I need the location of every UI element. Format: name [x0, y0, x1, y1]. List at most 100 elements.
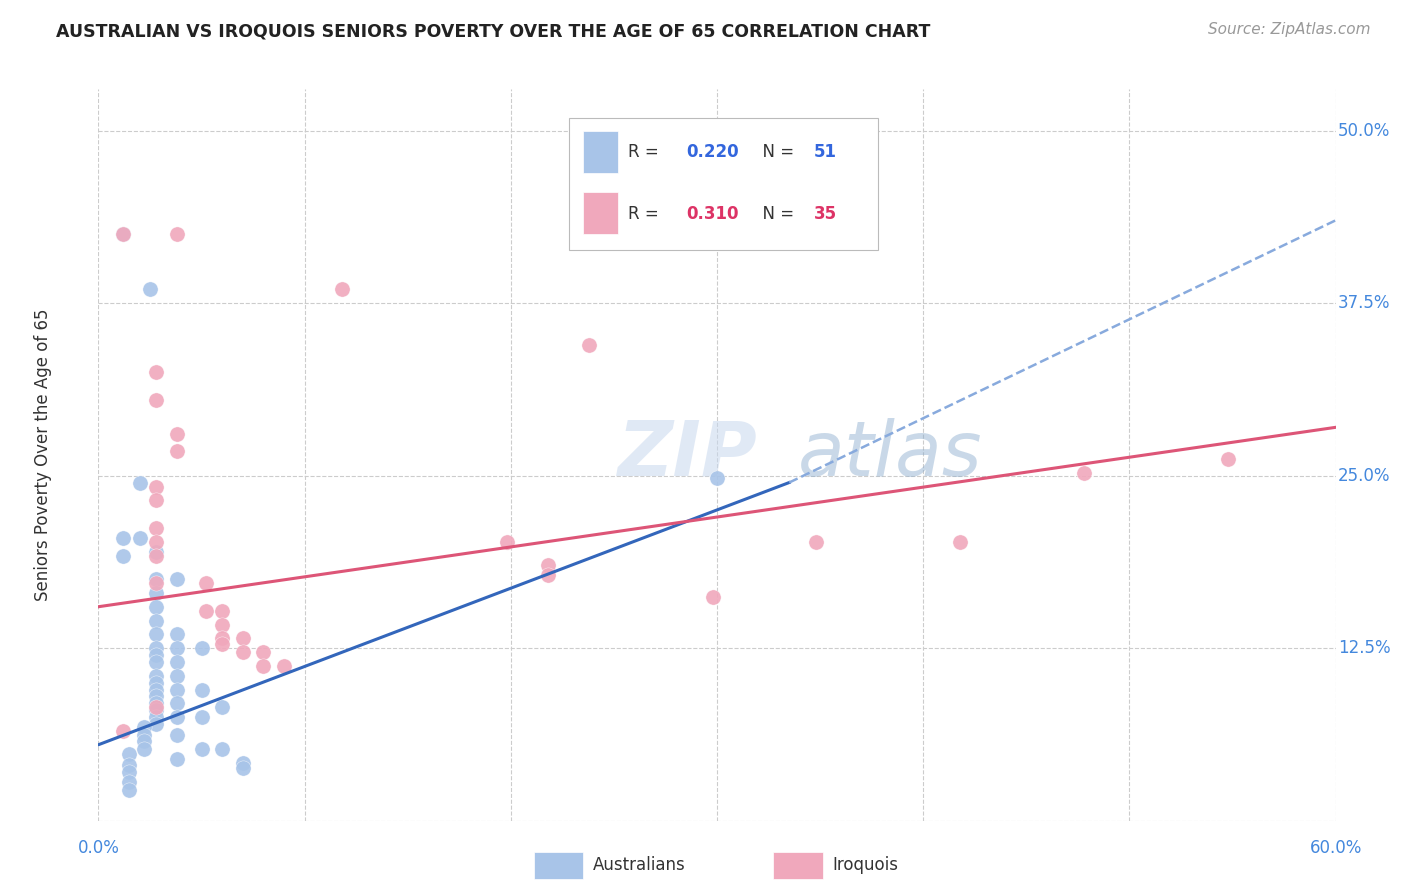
Point [166, 572, 188, 586]
Point [145, 572, 167, 586]
Point [145, 544, 167, 558]
Text: R =: R = [628, 204, 664, 222]
Point [495, 534, 517, 549]
FancyBboxPatch shape [583, 131, 619, 173]
Point [145, 641, 167, 656]
Point [132, 728, 155, 742]
Text: 12.5%: 12.5% [1339, 640, 1391, 657]
Point [166, 710, 188, 724]
Point [145, 365, 167, 379]
Point [804, 534, 827, 549]
Point [166, 627, 188, 641]
Point [145, 493, 167, 508]
Text: R =: R = [628, 143, 664, 161]
Point [145, 549, 167, 563]
Point [211, 742, 233, 756]
Point [118, 747, 141, 762]
Point [128, 531, 150, 545]
Point [112, 227, 135, 241]
Point [145, 669, 167, 683]
Point [232, 632, 254, 646]
Point [232, 761, 254, 775]
Point [949, 534, 972, 549]
Point [112, 227, 135, 241]
Point [190, 710, 212, 724]
Point [145, 480, 167, 494]
Point [1073, 466, 1095, 480]
Point [132, 720, 155, 734]
Point [145, 576, 167, 591]
Point [145, 703, 167, 717]
Point [145, 655, 167, 669]
Point [273, 659, 295, 673]
Point [706, 471, 728, 485]
Text: 0.0%: 0.0% [77, 838, 120, 857]
Point [190, 742, 212, 756]
Point [132, 742, 155, 756]
Point [232, 645, 254, 659]
Point [128, 475, 150, 490]
Text: 37.5%: 37.5% [1339, 294, 1391, 312]
Point [118, 758, 141, 772]
Text: atlas: atlas [797, 418, 981, 491]
Point [1218, 452, 1240, 467]
Text: 25.0%: 25.0% [1339, 467, 1391, 484]
Point [112, 723, 135, 738]
Point [194, 576, 217, 591]
Point [166, 751, 188, 765]
Text: Iroquois: Iroquois [832, 856, 898, 874]
Point [118, 765, 141, 780]
Point [145, 534, 167, 549]
Point [537, 568, 560, 582]
Text: N =: N = [752, 204, 799, 222]
Point [145, 599, 167, 614]
Point [145, 690, 167, 704]
Point [330, 282, 353, 296]
Point [118, 775, 141, 789]
Point [166, 696, 188, 710]
Point [190, 682, 212, 697]
Point [145, 614, 167, 628]
Point [211, 637, 233, 651]
Point [145, 700, 167, 714]
Point [145, 675, 167, 690]
Text: 35: 35 [814, 204, 837, 222]
Point [145, 392, 167, 407]
Text: 50.0%: 50.0% [1339, 121, 1391, 140]
Point [211, 700, 233, 714]
Point [145, 648, 167, 662]
Point [252, 645, 274, 659]
Point [211, 617, 233, 632]
Point [232, 756, 254, 770]
Text: ZIP: ZIP [619, 418, 758, 491]
Point [194, 604, 217, 618]
Text: 51: 51 [814, 143, 837, 161]
Text: Source: ZipAtlas.com: Source: ZipAtlas.com [1208, 22, 1371, 37]
Text: AUSTRALIAN VS IROQUOIS SENIORS POVERTY OVER THE AGE OF 65 CORRELATION CHART: AUSTRALIAN VS IROQUOIS SENIORS POVERTY O… [56, 22, 931, 40]
Text: Australians: Australians [593, 856, 686, 874]
Point [166, 728, 188, 742]
Point [190, 641, 212, 656]
Point [166, 669, 188, 683]
Point [112, 531, 135, 545]
Point [166, 227, 188, 241]
Point [578, 337, 600, 351]
Point [145, 521, 167, 535]
Text: 60.0%: 60.0% [1309, 838, 1362, 857]
Point [145, 682, 167, 697]
FancyBboxPatch shape [568, 119, 877, 250]
Point [211, 604, 233, 618]
Point [112, 549, 135, 563]
Text: 0.220: 0.220 [686, 143, 738, 161]
Point [145, 710, 167, 724]
FancyBboxPatch shape [583, 192, 619, 234]
Point [166, 427, 188, 442]
Point [537, 558, 560, 573]
Point [132, 733, 155, 747]
Text: 0.310: 0.310 [686, 204, 738, 222]
Point [702, 590, 724, 604]
Point [145, 586, 167, 600]
Point [145, 717, 167, 731]
Point [252, 659, 274, 673]
Point [211, 632, 233, 646]
